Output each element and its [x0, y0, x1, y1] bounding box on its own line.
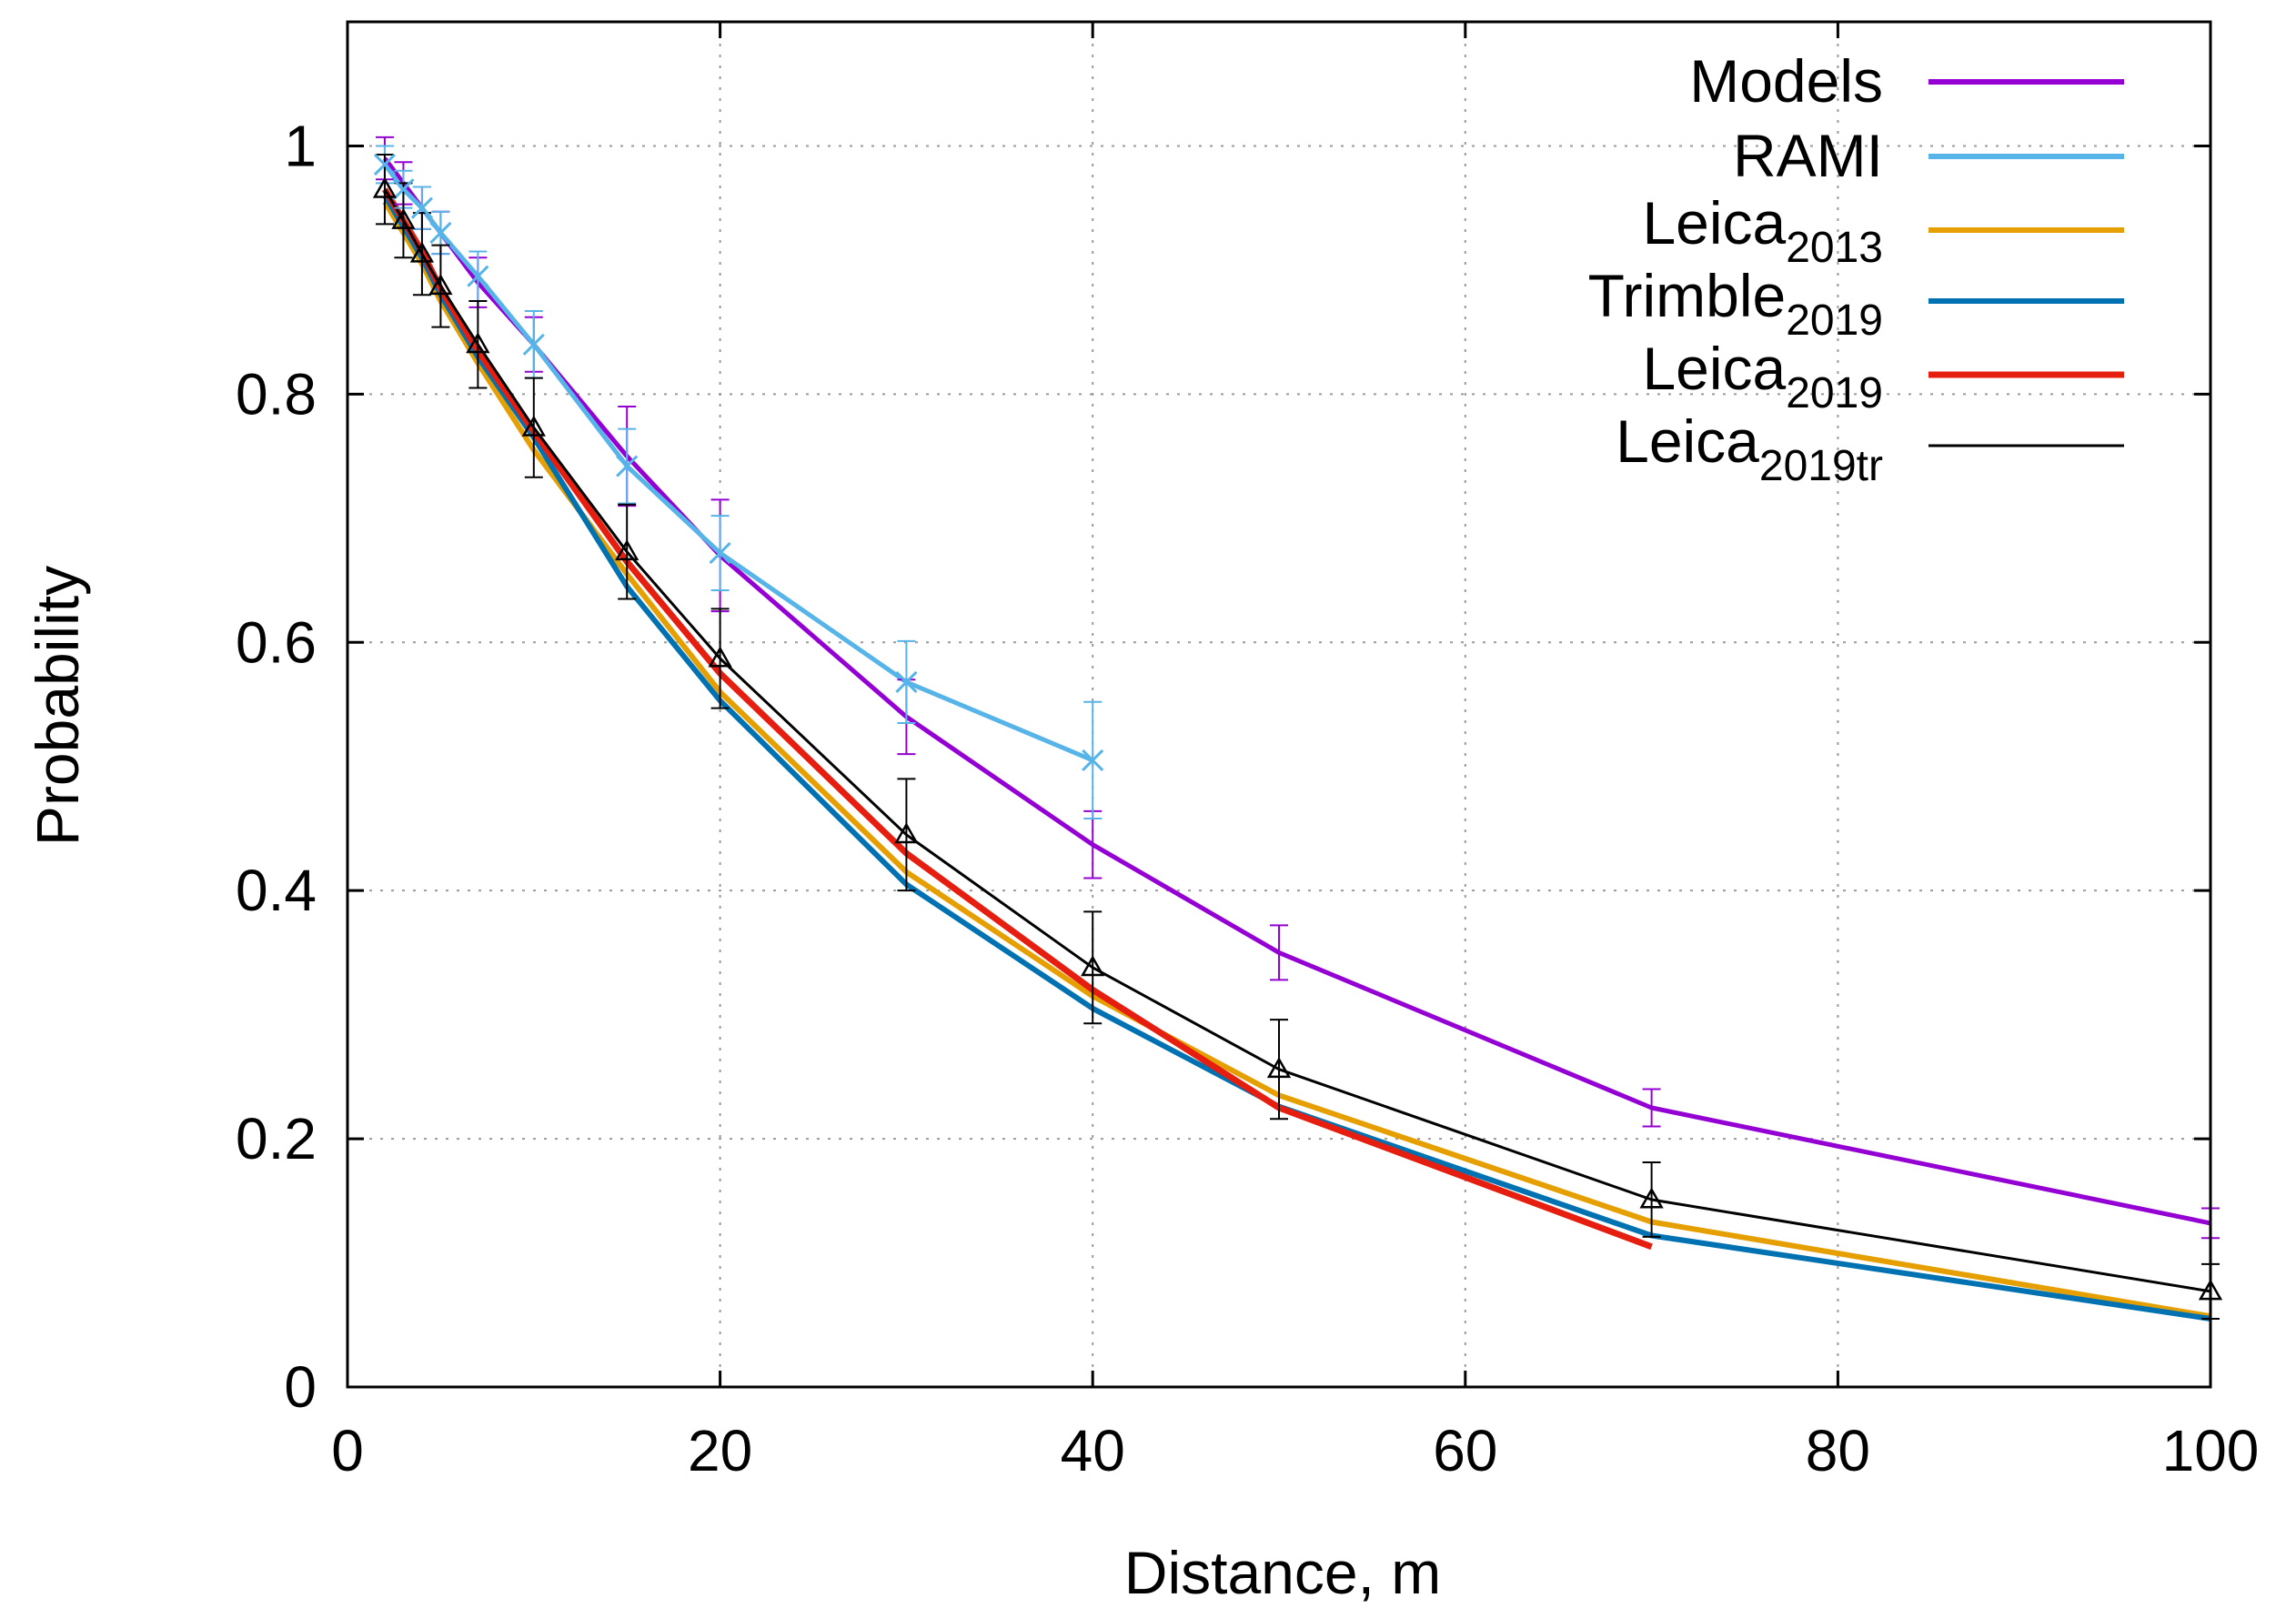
marker-leica2019tr — [1081, 955, 1105, 977]
x-tick-label: 0 — [331, 1418, 364, 1483]
marker-rami — [392, 178, 415, 201]
legend: Models RAMI Leica2013 Trimble2019 Leica2… — [1588, 47, 2124, 490]
x-tick-label: 60 — [1433, 1418, 1497, 1483]
marker-rami — [616, 455, 639, 477]
marker-rami — [709, 541, 731, 565]
legend-label-models: Models — [1689, 47, 1883, 115]
y-tick-label: 1 — [284, 113, 317, 178]
marker-leica2019tr — [1266, 1057, 1292, 1079]
marker-leica2019tr — [615, 539, 639, 561]
x-tick-label: 40 — [1061, 1418, 1125, 1483]
y-axis-title: Probability — [24, 566, 91, 846]
marker-rami — [522, 333, 545, 356]
marker-leica2019tr — [409, 241, 435, 263]
legend-entry-models: Models — [1689, 47, 2124, 115]
y-tick-label: 0 — [284, 1354, 317, 1420]
legend-entry-rami: RAMI — [1733, 122, 2124, 189]
plot-frame — [346, 20, 2212, 1389]
legend-entry-leica2019: Leica2019 — [1642, 335, 2124, 417]
y-tick-label: 0.4 — [236, 858, 317, 923]
marker-rami — [373, 153, 397, 176]
legend-label-rami: RAMI — [1733, 122, 1883, 189]
marker-rami — [895, 670, 918, 693]
legend-label-trimble2019: Trimble2019 — [1588, 262, 1883, 345]
marker-rami — [410, 196, 433, 219]
y-tick-label: 0.6 — [236, 609, 317, 675]
ticks — [346, 22, 2212, 1389]
legend-entry-leica2019tr: Leica2019tr — [1616, 407, 2124, 490]
marker-leica2019tr — [708, 646, 732, 668]
y-tick-label: 0.8 — [236, 361, 317, 427]
legend-entry-leica2013: Leica2013 — [1642, 189, 2124, 272]
marker-leica2019tr — [894, 822, 919, 844]
marker-leica2019tr — [428, 274, 453, 296]
marker-leica2019tr — [466, 332, 490, 354]
marker-leica2019tr — [372, 176, 398, 198]
y-tick-label: 0.2 — [236, 1106, 317, 1171]
marker-leica2019tr — [521, 415, 546, 437]
marker-leica2019tr — [391, 207, 416, 229]
markers — [372, 153, 2223, 1301]
x-tick-label: 100 — [2162, 1418, 2260, 1483]
marker-leica2019tr — [1639, 1187, 1664, 1209]
x-tick-label: 20 — [688, 1418, 752, 1483]
legend-label-leica2013: Leica2013 — [1642, 189, 1883, 272]
marker-rami — [467, 265, 489, 287]
legend-entry-trimble2019: Trimble2019 — [1588, 262, 2124, 345]
marker-rami — [429, 221, 452, 245]
legend-label-leica2019tr: Leica2019tr — [1616, 407, 1883, 490]
tick-labels: 0 20 40 60 80 100 0 0.2 0.4 0.6 0.8 1 — [236, 113, 2259, 1483]
legend-label-leica2019: Leica2019 — [1642, 335, 1883, 417]
marker-rami — [1082, 749, 1104, 771]
x-axis-title: Distance, m — [1124, 1539, 1441, 1606]
x-tick-label: 80 — [1806, 1418, 1870, 1483]
